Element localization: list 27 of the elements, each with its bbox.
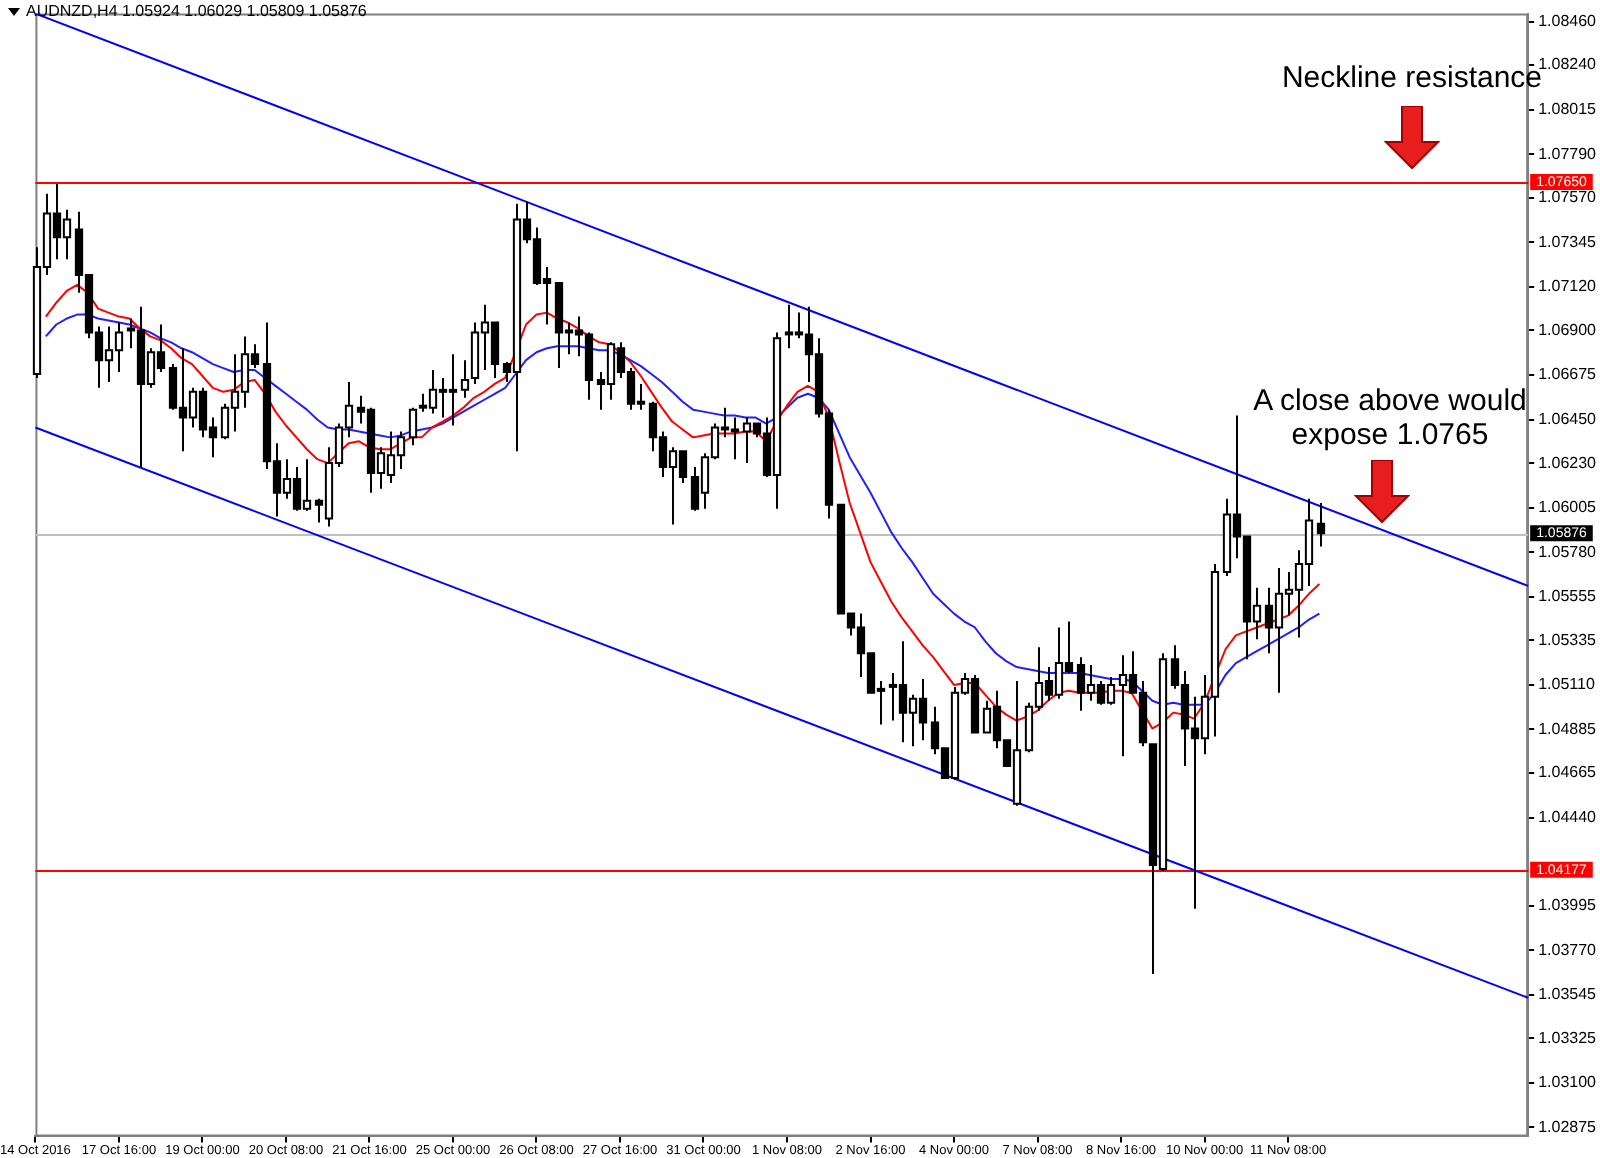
y-tick-label: 1.07345 bbox=[1538, 232, 1598, 251]
y-tick-label: 1.07790 bbox=[1538, 144, 1598, 163]
y-tick-label: 1.03770 bbox=[1538, 940, 1598, 959]
y-tick-label: 1.06230 bbox=[1538, 453, 1598, 472]
y-tick-label: 1.08240 bbox=[1538, 55, 1598, 74]
y-tick-label: 1.07120 bbox=[1538, 277, 1598, 296]
y-tick-label: 1.06005 bbox=[1538, 498, 1598, 517]
y-tick-label: 1.02875 bbox=[1538, 1117, 1598, 1136]
y-tick-label: 1.04665 bbox=[1538, 763, 1598, 782]
y-tick-label: 1.03325 bbox=[1538, 1028, 1598, 1047]
y-tick-label: 1.03995 bbox=[1538, 896, 1598, 915]
y-tick-label: 1.05555 bbox=[1538, 587, 1598, 606]
y-tick-label: 1.06675 bbox=[1538, 365, 1598, 384]
y-tick-label: 1.03545 bbox=[1538, 985, 1598, 1004]
y-tick-label: 1.06900 bbox=[1538, 320, 1598, 339]
y-tick-label: 1.06450 bbox=[1538, 409, 1598, 428]
y-tick-label: 1.04440 bbox=[1538, 807, 1598, 826]
y-tick-label: 1.05110 bbox=[1538, 675, 1596, 694]
chart-title: AUDNZD,H4 1.05924 1.06029 1.05809 1.05876 bbox=[26, 2, 367, 20]
y-tick-label: 1.05335 bbox=[1538, 630, 1598, 649]
annotation: A close above would expose 1.0765 bbox=[1251, 384, 1529, 452]
y-tick-label: 1.03100 bbox=[1538, 1073, 1598, 1092]
y-tick-label: 1.08015 bbox=[1538, 100, 1598, 119]
y-tick-label: 1.08460 bbox=[1538, 11, 1598, 30]
y-tick-label: 1.05780 bbox=[1538, 542, 1598, 561]
y-tick-label: 1.04885 bbox=[1538, 719, 1598, 738]
y-tick-label: 1.07570 bbox=[1538, 188, 1598, 207]
